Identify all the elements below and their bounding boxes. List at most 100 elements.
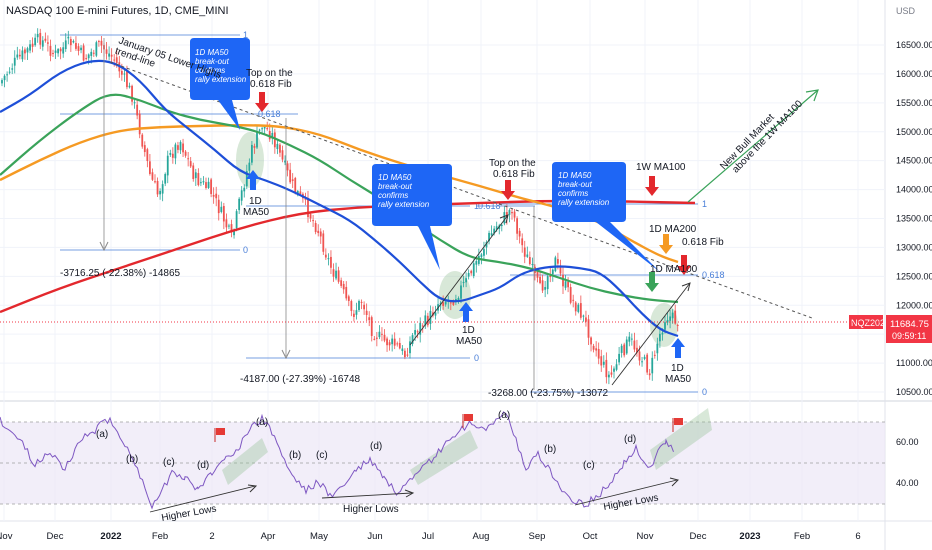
candle-body [3,75,6,81]
candle-body [243,187,246,192]
candle-body [39,32,42,45]
candle-body [235,211,238,229]
candle-body [238,198,241,211]
candle-body [21,50,24,60]
candle-body [495,226,498,230]
candle-body [182,143,184,153]
candle-body [215,193,218,199]
candle-body [217,199,220,214]
candle-body [177,145,179,150]
candle-body [577,304,580,312]
candle-body [669,316,671,321]
candle-body [508,210,511,215]
orange-arrow [659,234,673,254]
candle-body [641,361,643,363]
time-tick: Sep [529,531,546,542]
candle-body [133,102,136,104]
candle-body [386,338,388,346]
candle-body [169,153,172,155]
rsi-zone-3 [650,408,712,470]
candle-body [59,48,62,52]
candle-body [676,324,679,326]
candle-body [161,184,164,194]
candle-body [426,315,429,326]
ma-1d100-label: 1D MA100 [650,264,698,275]
candle-body [615,364,618,370]
callout-text-2: 1D MA50 break-out confirms rally extension [378,173,430,209]
candle-body [355,310,358,315]
symbol-badge [849,315,883,329]
candle-body [202,181,205,183]
measure-arrow-1 [99,241,109,252]
candle-body [500,224,503,227]
candle-body [664,322,666,330]
candle-body [289,169,292,183]
rsi-wave-letter: (a) [256,417,268,428]
candle-body [559,265,562,274]
candle-body [523,247,526,257]
candle-body [531,264,534,266]
rsi-band [0,421,885,505]
candle-body [87,54,90,59]
flag-icon [464,414,473,421]
d-ma50-label-3: 1D MA50 [665,363,692,385]
time-tick: Feb [794,531,810,542]
rsi-wave-letter: (c) [583,460,595,471]
candle-body [340,280,343,286]
candle-body [281,150,284,160]
candle-body [62,47,65,54]
time-tick: 6 [855,531,860,542]
candle-body [628,336,631,342]
candle-body [378,331,381,338]
higher-lows-line-2 [321,492,413,499]
candle-body [11,68,14,70]
candle-body [396,343,399,345]
candle-body [16,54,19,58]
ma-1d200-label: 1D MA200 [649,224,697,235]
higher-lows-arrow-2 [404,489,415,498]
candle-body [207,181,210,188]
candle-body [391,338,394,345]
rsi-tick: 40.00 [896,478,919,488]
candle-body [467,272,470,277]
time-ticks: Nov Dec 2022 Feb 2 Apr May Jun Jul Aug Sep Oct Nov De… [0,531,861,542]
callout-text-1: 1D MA50 break-out confirms rally extension [195,48,247,84]
time-tick: Dec [690,531,707,542]
candle-body [44,38,47,41]
candle-body [549,275,552,278]
time-tick: Aug [473,531,490,542]
candle-body [597,348,600,359]
price-tick: 16500.00 [896,40,932,50]
candle-body [383,334,386,341]
candle-body [151,172,154,180]
candle-body [67,36,70,39]
candle-body [472,263,475,277]
candle-body [562,274,564,287]
rsi-wave-letter: (b) [289,450,301,461]
candle-body [41,40,44,47]
candle-body [610,372,613,375]
candle-body [643,356,646,359]
candle-body [256,131,258,148]
candle-body [332,269,335,277]
rally-arrow-1 [409,214,509,346]
symbol-badge-text: NQZ2022 [851,318,890,328]
candle-body [85,58,88,60]
candle-body [205,182,207,189]
candle-body [360,301,363,303]
candle-body [590,337,592,345]
candle-body [424,315,427,326]
measure-label-2: -4187.00 (-27.39%) -16748 [240,374,361,385]
rally-arrow-head-2 [681,282,691,292]
candle-body [613,368,615,372]
candle-body [105,49,108,54]
fib-label: 1 [243,30,248,40]
rsi-wave-letter: (b) [126,454,138,465]
ma-1d50-line [0,59,679,338]
candle-body [452,301,455,305]
candle-body [8,71,11,73]
candle-body [506,212,508,218]
ma-1d100-line [0,93,679,304]
higher-lows-arrow-3 [669,477,679,487]
